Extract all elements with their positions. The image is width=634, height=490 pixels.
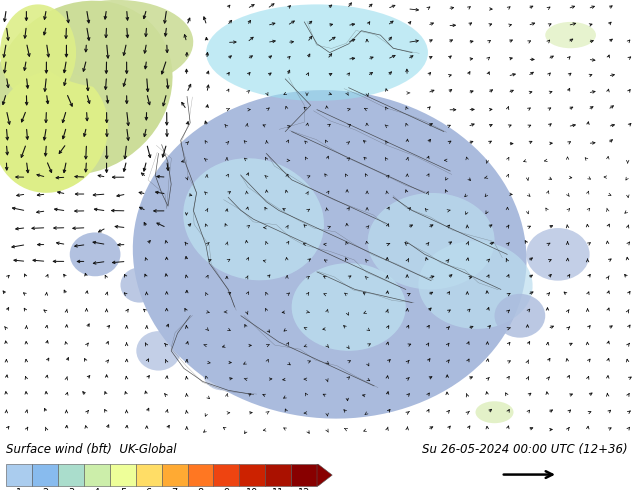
Ellipse shape	[35, 0, 193, 88]
Text: 11: 11	[272, 489, 284, 490]
Bar	[84, 465, 110, 486]
Ellipse shape	[0, 70, 108, 193]
Ellipse shape	[120, 268, 158, 303]
Text: 7: 7	[171, 489, 178, 490]
Ellipse shape	[418, 241, 533, 329]
Ellipse shape	[184, 186, 425, 384]
Bar	[58, 465, 84, 486]
Bar	[265, 465, 291, 486]
Ellipse shape	[206, 4, 428, 101]
Ellipse shape	[495, 294, 545, 338]
Ellipse shape	[203, 355, 241, 391]
Text: 12: 12	[298, 489, 310, 490]
Ellipse shape	[136, 331, 181, 370]
Bar	[136, 465, 162, 486]
Ellipse shape	[368, 193, 495, 290]
Ellipse shape	[285, 131, 476, 263]
Text: 5: 5	[120, 489, 126, 490]
Text: 10: 10	[246, 489, 259, 490]
Text: 3: 3	[68, 489, 74, 490]
Text: 4: 4	[94, 489, 100, 490]
Text: 2: 2	[42, 489, 48, 490]
Text: Su 26-05-2024 00:00 UTC (12+36): Su 26-05-2024 00:00 UTC (12+36)	[422, 442, 628, 456]
Bar	[110, 465, 136, 486]
Text: Surface wind (bft)  UK-Global: Surface wind (bft) UK-Global	[6, 442, 177, 456]
Ellipse shape	[133, 90, 527, 418]
Ellipse shape	[183, 158, 324, 280]
Bar	[291, 465, 317, 486]
FancyArrow shape	[317, 465, 332, 486]
Ellipse shape	[545, 22, 596, 48]
Bar	[214, 465, 239, 486]
Ellipse shape	[526, 228, 590, 281]
Bar	[162, 465, 188, 486]
Ellipse shape	[0, 4, 76, 101]
Text: 6: 6	[146, 489, 152, 490]
Bar	[188, 465, 214, 486]
Text: 1: 1	[16, 489, 22, 490]
Ellipse shape	[292, 263, 406, 351]
Ellipse shape	[0, 0, 172, 175]
Ellipse shape	[428, 357, 460, 388]
Bar	[6, 465, 32, 486]
Text: 8: 8	[197, 489, 204, 490]
Text: 9: 9	[223, 489, 230, 490]
Bar	[240, 465, 265, 486]
Ellipse shape	[476, 401, 514, 423]
Bar	[32, 465, 58, 486]
Ellipse shape	[70, 232, 120, 276]
